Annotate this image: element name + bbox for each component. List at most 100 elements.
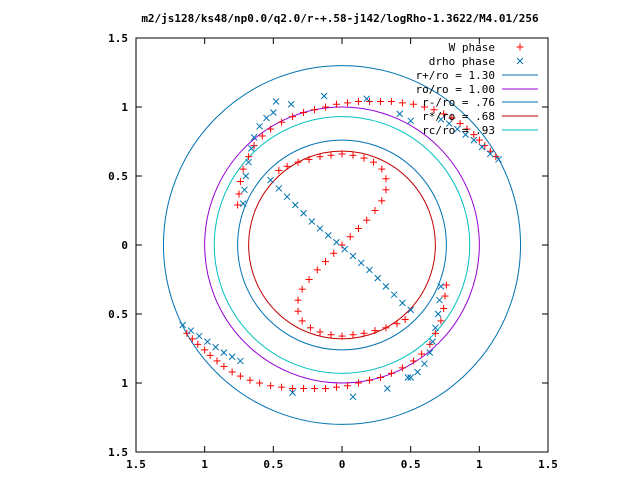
x-tick-label: 0 [339,458,346,471]
point-w-phase [305,155,313,163]
point-w-phase [236,372,244,380]
point-w-phase [213,357,221,365]
point-w-phase [294,158,302,166]
point-w-phase [418,350,426,358]
point-drho-phase [308,218,316,225]
point-w-phase [313,266,321,274]
x-tick-label: 1 [476,458,483,471]
x-tick-label: 1.5 [538,458,558,471]
circle-ro-ro-1-00 [204,106,480,384]
point-drho-phase [324,231,332,239]
point-w-phase [306,324,314,332]
point-drho-phase [320,92,328,100]
point-w-phase [300,385,308,393]
point-drho-phase [396,110,404,118]
legend-label-drho-phase: drho phase [429,55,495,68]
y-tick-label: 0.5 [108,170,128,183]
point-w-phase [294,296,302,304]
point-w-phase [183,329,191,337]
point-drho-phase [283,193,291,201]
point-drho-phase [454,125,461,133]
legend-symbol-drho-phase [516,57,524,65]
point-w-phase [322,385,330,393]
point-w-phase [278,118,286,126]
point-drho-phase [263,114,270,122]
point-drho-phase [291,201,299,209]
point-drho-phase [341,245,349,253]
point-w-phase [387,369,395,377]
point-w-phase [289,385,297,393]
point-w-phase [283,162,291,170]
point-w-phase [316,153,324,161]
point-drho-phase [445,120,453,127]
point-w-phase [371,327,379,335]
point-w-phase [376,97,384,105]
legend-label-w-phase: W phase [449,41,495,54]
point-drho-phase [269,109,277,116]
point-w-phase [354,224,362,232]
circle-r-ro-76 [237,139,447,351]
point-w-phase [206,351,214,359]
point-w-phase [376,373,384,381]
point-w-phase [343,99,351,107]
point-drho-phase [462,131,469,138]
point-w-phase [258,132,266,140]
point-drho-phase [366,266,373,274]
point-drho-phase [478,143,486,151]
point-w-phase [322,258,330,266]
point-w-phase [300,109,308,117]
point-w-phase [441,292,449,300]
point-w-phase [330,249,338,257]
point-w-phase [327,151,335,159]
point-drho-phase [349,252,357,260]
point-drho-phase [248,145,255,152]
point-drho-phase [239,200,247,207]
point-drho-phase [383,385,391,392]
point-drho-phase [245,158,252,166]
point-w-phase [382,186,390,194]
x-tick-label: 0.5 [263,458,283,471]
point-w-phase [346,233,354,241]
point-drho-phase [179,321,187,329]
axis-ticks: 1.5 1 0.5 0 0.5 1 1.51.510.500.511.5 [108,32,558,471]
point-w-phase [322,103,330,111]
point-drho-phase [363,95,371,103]
y-tick-label: 0.5 [108,308,128,321]
point-drho-phase [187,327,195,334]
point-w-phase [349,151,357,159]
point-drho-phase [300,209,307,217]
point-w-phase [442,281,450,289]
point-drho-phase [272,98,280,105]
point-w-phase [194,340,202,348]
point-drho-phase [250,134,258,141]
chart-title: m2/js128/ks48/np0.0/q2.0/r-+.58-j142/log… [141,12,539,25]
point-w-phase [409,357,417,365]
point-w-phase [267,125,275,133]
point-w-phase [338,332,346,340]
point-w-phase [382,324,390,332]
point-w-phase [201,346,209,354]
point-w-phase [398,99,406,107]
point-w-phase [378,197,386,205]
point-w-phase [431,329,439,337]
point-drho-phase [316,225,324,232]
point-w-phase [475,136,483,144]
point-w-phase [246,376,254,384]
point-drho-phase [212,343,220,351]
point-w-phase [275,166,283,174]
point-w-phase [267,382,275,390]
legend-label-rc: rc/ro = .93 [422,124,495,137]
point-w-phase [440,304,448,312]
point-w-phase [316,328,324,336]
point-w-phase [239,165,247,173]
point-w-phase [298,317,306,325]
point-drho-phase [287,100,295,108]
point-w-phase [298,285,306,293]
circle-r-ro-1-30 [162,65,522,425]
legend-label-ro: ro/ro = 1.00 [416,83,495,96]
point-drho-phase [436,296,443,304]
point-drho-phase [289,389,296,397]
x-tick-label: 0.5 [401,458,421,471]
point-drho-phase [256,122,263,130]
point-w-phase [437,317,445,325]
